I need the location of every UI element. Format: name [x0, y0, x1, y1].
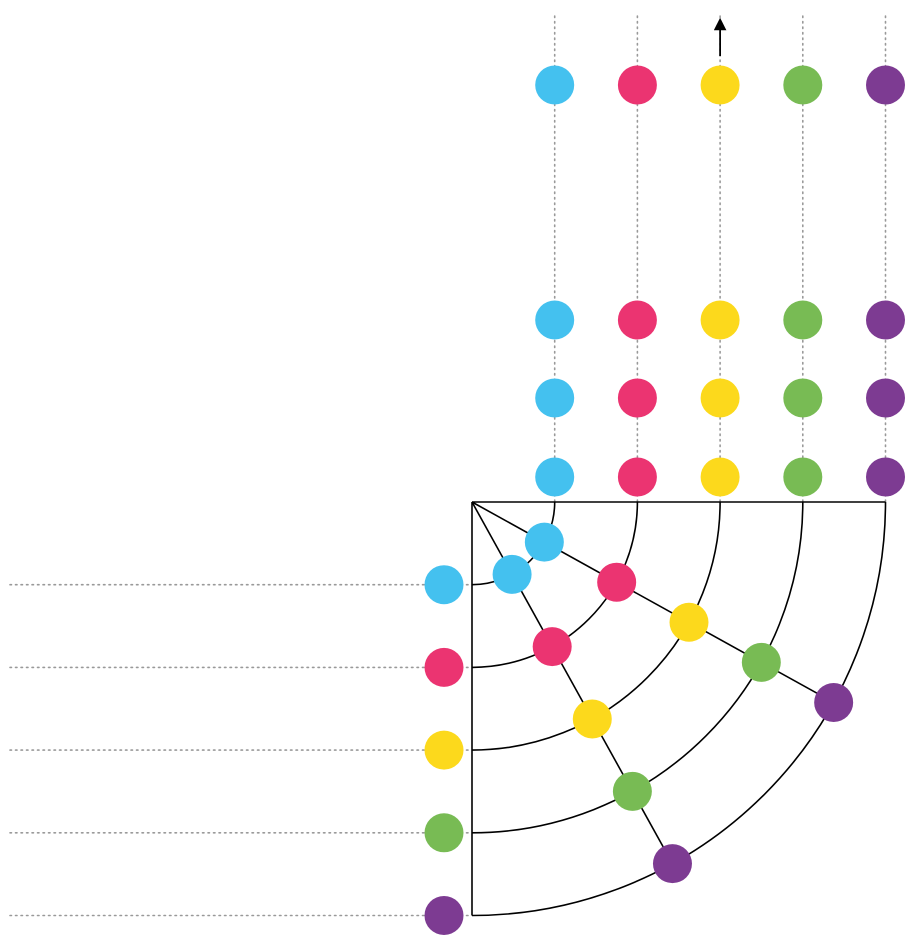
dot-ray1-yellow [669, 602, 709, 642]
dot-top-row4-purple [866, 457, 905, 497]
dot-ray1-pink [597, 562, 637, 602]
dot-top-row2-yellow [700, 300, 740, 340]
dot-top-row3-yellow [700, 378, 740, 418]
dot-ray2-yellow [572, 699, 612, 739]
dot-ray1-purple [814, 682, 854, 722]
quarter-frame [471, 501, 886, 916]
dot-top-row3-pink [617, 378, 657, 418]
diagonal-rays [471, 501, 835, 865]
dot-left-blue [424, 565, 464, 605]
dot-top-row4-blue [535, 457, 575, 497]
dot-ray2-pink [532, 627, 572, 667]
dot-top-row1-purple [866, 65, 905, 105]
arc-green [471, 501, 804, 834]
dot-top-row3-green [783, 378, 823, 418]
arc-yellow [471, 501, 721, 751]
arc-purple [471, 501, 887, 917]
dot-left-yellow [424, 730, 464, 770]
arc-pink [471, 501, 639, 669]
dot-ray2-purple [652, 844, 692, 884]
dot-top-row1-green [783, 65, 823, 105]
dot-top-row4-pink [617, 457, 657, 497]
dot-top-row3-purple [866, 378, 905, 418]
colored-dots [424, 65, 905, 935]
dot-left-pink [424, 647, 464, 687]
dot-top-row1-pink [617, 65, 657, 105]
dot-ray2-green [612, 771, 652, 811]
dot-top-row2-green [783, 300, 823, 340]
dot-top-row2-purple [866, 300, 905, 340]
dot-top-row2-pink [617, 300, 657, 340]
dot-top-row4-green [783, 457, 823, 497]
dot-top-row4-yellow [700, 457, 740, 497]
dot-top-row2-blue [535, 300, 575, 340]
dot-top-row3-blue [535, 378, 575, 418]
dot-ray1-green [741, 642, 781, 682]
dot-left-green [424, 813, 464, 853]
quarter-arcs [471, 501, 887, 917]
dot-top-row1-blue [535, 65, 575, 105]
arc-blue [471, 501, 556, 586]
dot-top-row1-yellow [700, 65, 740, 105]
dotted-guides [9, 15, 887, 917]
dot-ray2-blue [492, 554, 532, 594]
dot-left-purple [424, 896, 464, 935]
dot-ray1-blue [524, 522, 564, 562]
